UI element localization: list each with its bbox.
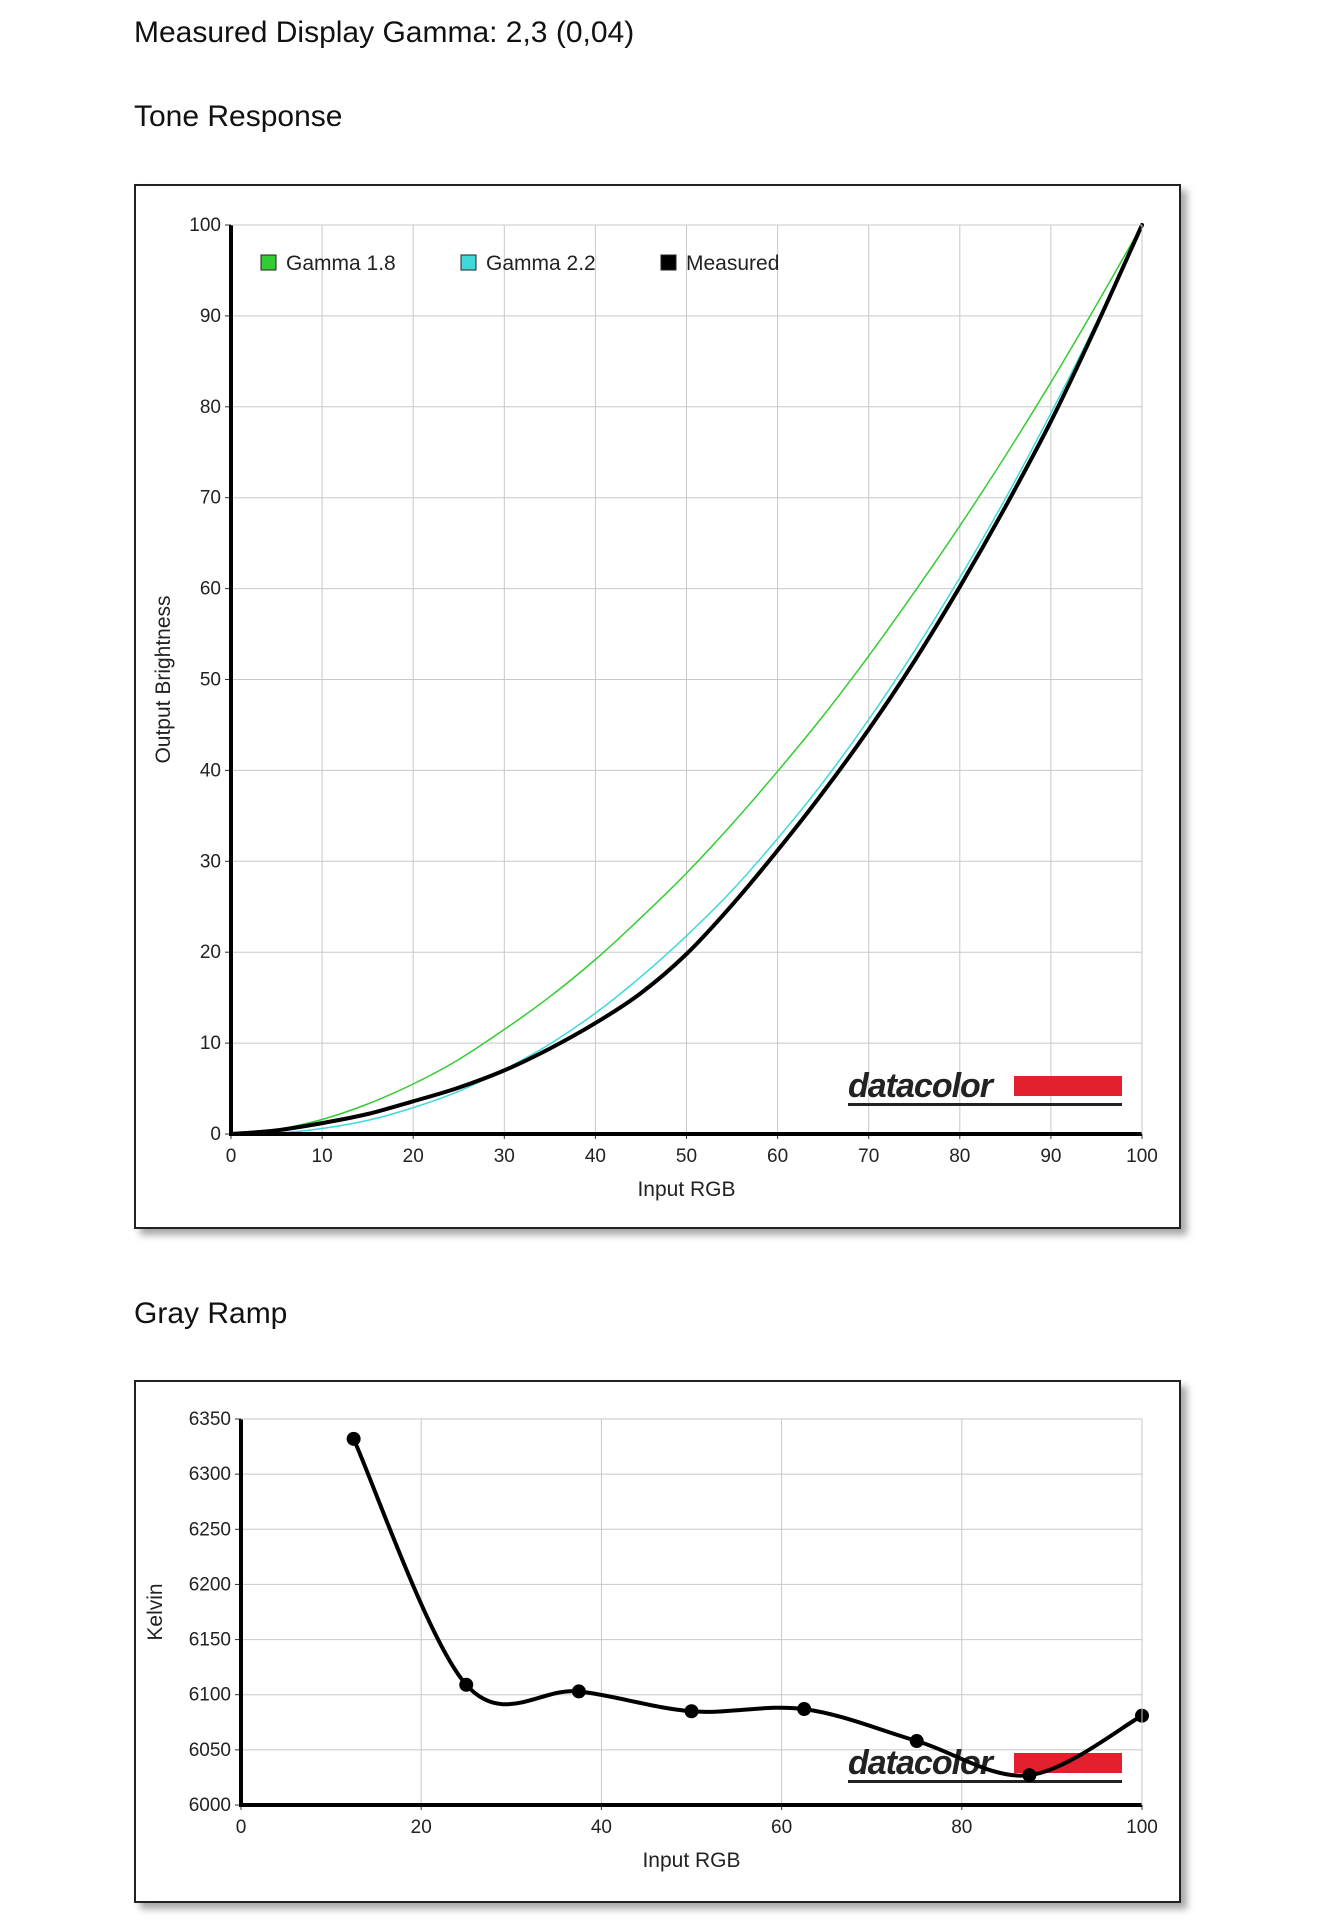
x-tick-label: 10 — [312, 1146, 333, 1167]
data-point — [571, 1684, 586, 1699]
y-tick-label: 6150 — [189, 1630, 231, 1651]
y-tick-label: 80 — [200, 397, 221, 418]
gray-ramp-chart: 0 20 40 60 80 100 6000 6050 6100 6150 6200 6250 6300… — [144, 1409, 1158, 1872]
x-tick-label: 40 — [591, 1817, 612, 1838]
series-line-gamma-1-8 — [230, 224, 1143, 1135]
measured-gamma-heading: Measured Display Gamma: 2,3 (0,04) — [134, 16, 635, 49]
y-tick-label: 50 — [200, 670, 221, 691]
data-point — [346, 1431, 361, 1446]
data-point — [797, 1702, 812, 1717]
datacolor-logo-text: datacolor — [848, 1067, 995, 1105]
x-tick-label: 0 — [226, 1146, 237, 1167]
legend-swatch-gamma-1-8 — [260, 254, 277, 271]
x-tick-label: 20 — [403, 1146, 424, 1167]
series-line-measured — [229, 223, 1144, 1136]
x-tick-label: 60 — [771, 1817, 792, 1838]
x-tick-label: 80 — [949, 1146, 970, 1167]
series-line-kelvin — [351, 1436, 1144, 1778]
y-tick-label: 10 — [200, 1033, 221, 1054]
data-point — [459, 1677, 474, 1692]
y-tick-label: 6300 — [189, 1464, 231, 1485]
y-tick-label: 70 — [200, 488, 221, 509]
x-axis-title: Input RGB — [637, 1178, 735, 1201]
y-tick-label: 6050 — [189, 1740, 231, 1761]
x-tick-label: 60 — [767, 1146, 788, 1167]
data-point — [909, 1734, 924, 1749]
x-tick-label: 40 — [585, 1146, 606, 1167]
y-tick-label: 6250 — [189, 1519, 231, 1540]
legend-label-gamma-2-2: Gamma 2.2 — [486, 252, 596, 275]
x-tick-label: 20 — [411, 1817, 432, 1838]
y-tick-label: 20 — [200, 942, 221, 963]
y-tick-label: 6350 — [189, 1409, 231, 1430]
x-tick-label: 30 — [494, 1146, 515, 1167]
y-axis-title: Output Brightness — [152, 595, 175, 763]
tone-response-chart: 0 10 20 30 40 50 60 70 80 90 100 0 10 20 30 40 50 60 70 80 9… — [152, 215, 1158, 1201]
tone-response-chart-panel: 0 10 20 30 40 50 60 70 80 90 100 0 10 20 30 40 50 60 70 80 9… — [134, 184, 1181, 1229]
y-tick-label: 60 — [200, 579, 221, 600]
y-tick-label: 90 — [200, 306, 221, 327]
series-line-gamma-2-2 — [230, 224, 1143, 1135]
y-tick-label: 6200 — [189, 1574, 231, 1595]
datacolor-logo-red-bar — [1014, 1076, 1122, 1096]
gray-ramp-chart-panel: 0 20 40 60 80 100 6000 6050 6100 6150 6200 6250 6300… — [134, 1380, 1181, 1903]
legend-label-measured: Measured — [686, 252, 779, 275]
y-tick-label: 6100 — [189, 1685, 231, 1706]
x-tick-label: 100 — [1126, 1146, 1158, 1167]
gray-ramp-heading: Gray Ramp — [134, 1297, 288, 1330]
x-tick-label: 50 — [676, 1146, 697, 1167]
y-tick-label: 100 — [189, 215, 221, 236]
legend-swatch-measured — [660, 254, 677, 271]
y-tick-label: 6000 — [189, 1795, 231, 1816]
datacolor-logo-underline — [848, 1103, 1122, 1106]
data-point — [684, 1704, 699, 1719]
x-tick-label: 100 — [1126, 1817, 1158, 1838]
datacolor-logo-underline — [848, 1780, 1122, 1783]
y-axis-title: Kelvin — [144, 1583, 167, 1640]
x-tick-label: 80 — [951, 1817, 972, 1838]
x-tick-label: 0 — [236, 1817, 247, 1838]
legend-swatch-gamma-2-2 — [460, 254, 477, 271]
x-tick-label: 90 — [1040, 1146, 1061, 1167]
y-tick-label: 40 — [200, 760, 221, 781]
data-point — [1022, 1768, 1037, 1783]
x-tick-label: 70 — [858, 1146, 879, 1167]
tone-response-heading: Tone Response — [134, 100, 343, 133]
x-axis-title: Input RGB — [642, 1849, 740, 1872]
legend-label-gamma-1-8: Gamma 1.8 — [286, 252, 396, 275]
y-tick-label: 0 — [210, 1124, 221, 1145]
y-tick-label: 30 — [200, 851, 221, 872]
